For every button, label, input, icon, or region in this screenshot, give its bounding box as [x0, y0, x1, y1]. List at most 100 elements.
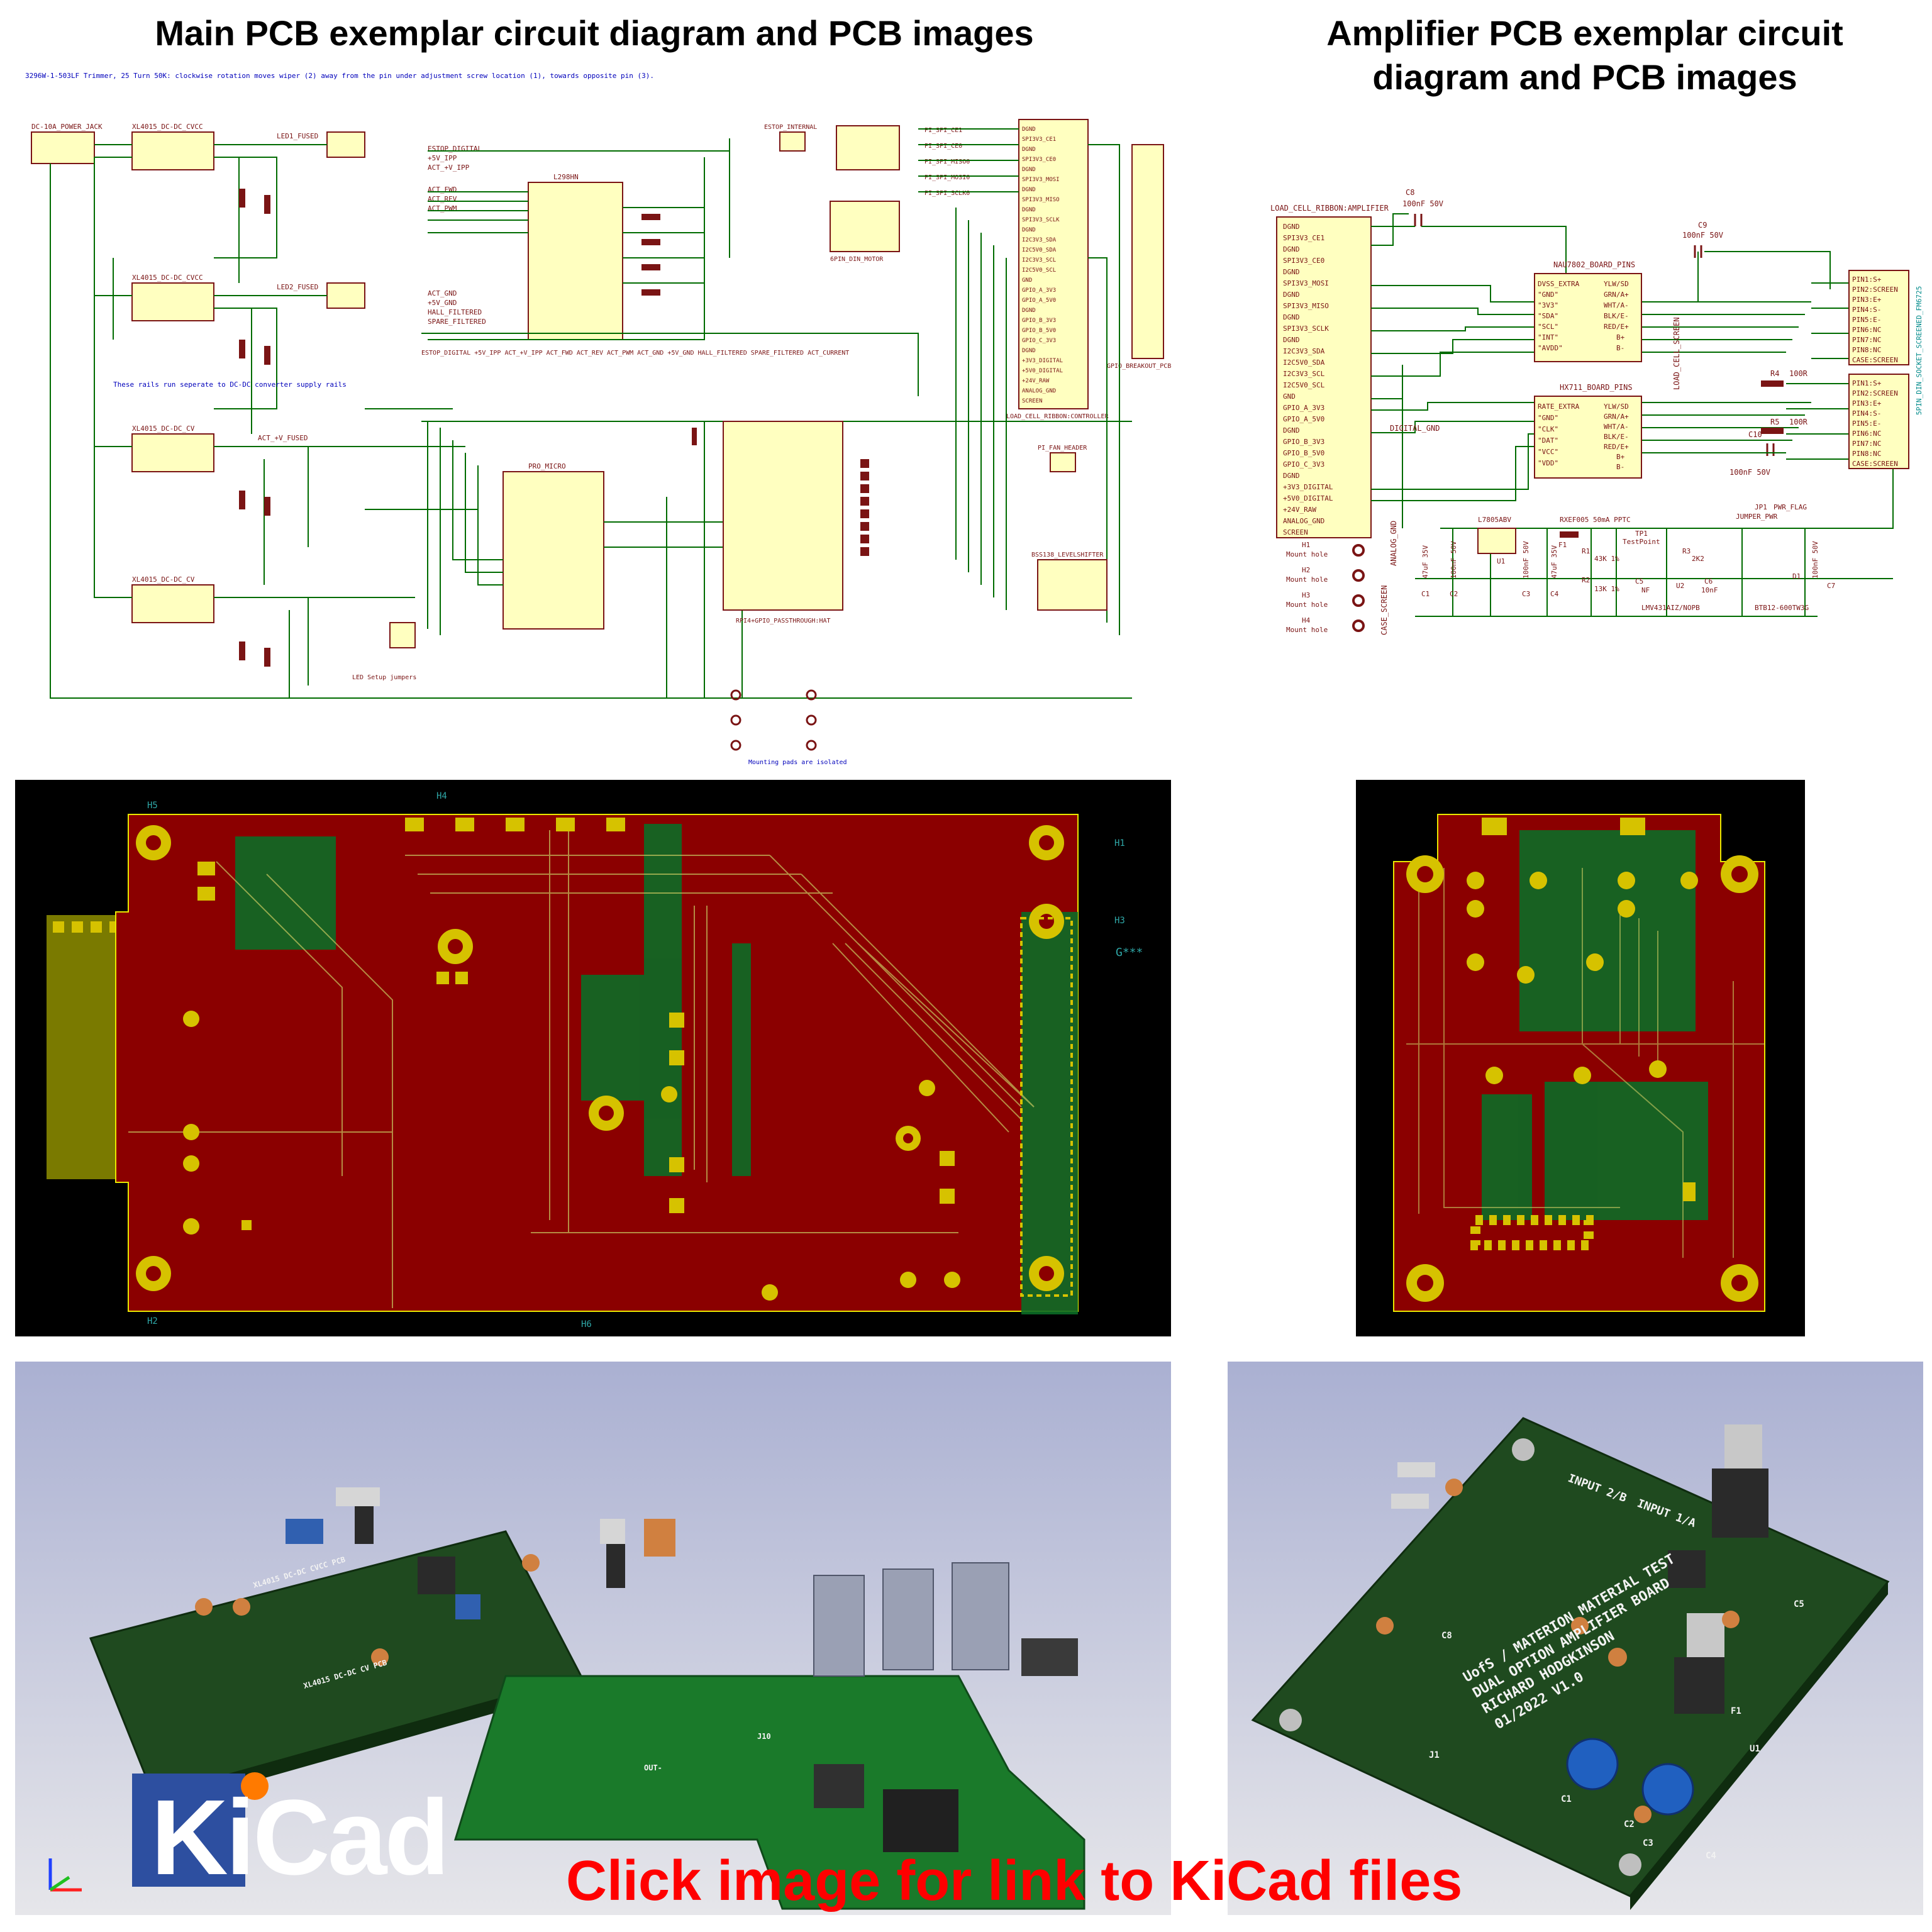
r2-val: 13K 1% [1594, 585, 1619, 593]
j1-label: DC-10A_POWER_JACK [31, 123, 103, 131]
svg-text:GPIO_B_5V0: GPIO_B_5V0 [1022, 328, 1056, 334]
kicad-files-link[interactable]: Click image for link to KiCad files [566, 1850, 1463, 1913]
net-act-rev: ACT_REV [428, 195, 457, 203]
svg-text:Mount hole: Mount hole [1286, 626, 1328, 634]
svg-text:RED/E+: RED/E+ [1604, 443, 1629, 451]
svg-text:+3V3_DIGITAL: +3V3_DIGITAL [1022, 358, 1063, 364]
svg-text:H1: H1 [1302, 541, 1310, 549]
svg-text:L7805ABV: L7805ABV [1478, 516, 1511, 524]
svg-text:SPI3V3_MISO: SPI3V3_MISO [1022, 197, 1060, 203]
svg-text:+3V3_DIGITAL: +3V3_DIGITAL [1283, 483, 1333, 491]
l298-ic: L298HN [528, 173, 623, 340]
c2-val: 100nF 50V [1450, 541, 1458, 579]
svg-text:PIN3:E+: PIN3:E+ [1852, 296, 1882, 304]
amp-pcb-layout[interactable] [1356, 780, 1805, 1336]
estop-connector: ESTOP_INTERNAL [764, 124, 817, 152]
svg-text:SPI3V3_MISO: SPI3V3_MISO [1283, 302, 1329, 310]
svg-text:L298HN: L298HN [553, 173, 579, 181]
svg-text:SPI3V3_SCLK: SPI3V3_SCLK [1022, 217, 1060, 223]
main-pcb-layout[interactable]: H5 H4 H1 H3 H2 H6 G*** [15, 780, 1171, 1336]
d1-label: BTB12-600TW3G [1755, 604, 1809, 612]
axes-icon [38, 1846, 94, 1902]
svg-text:PIN1:S+: PIN1:S+ [1852, 379, 1882, 387]
svg-text:DGND: DGND [1283, 336, 1300, 344]
svg-text:DGND: DGND [1283, 291, 1300, 299]
svg-text:PIN5:E-: PIN5:E- [1852, 316, 1881, 324]
c5-val: NF [1641, 586, 1650, 594]
pcb-hole-labels: H5 H4 H1 H3 H2 H6 G*** [147, 791, 1143, 1330]
mount-note: Mounting pads are isolated [748, 759, 847, 766]
svg-text:GND: GND [1022, 277, 1032, 284]
svg-text:C3: C3 [1643, 1838, 1653, 1848]
svg-text:LOAD_CELL_RIBBON:AMPLIFIER: LOAD_CELL_RIBBON:AMPLIFIER [1270, 204, 1389, 213]
svg-text:PIN6:NC: PIN6:NC [1852, 430, 1881, 438]
ref-c4: C4 [1550, 590, 1559, 598]
svg-text:GPIO_A_5V0: GPIO_A_5V0 [1022, 297, 1056, 304]
svg-text:ESTOP_INTERNAL: ESTOP_INTERNAL [764, 124, 817, 131]
svg-text:SCREEN: SCREEN [1283, 528, 1308, 536]
svg-text:RATE_EXTRA: RATE_EXTRA [1538, 402, 1580, 411]
svg-text:C8: C8 [1441, 1631, 1452, 1641]
svg-text:"3V3": "3V3" [1538, 301, 1558, 309]
svg-text:DGND: DGND [1283, 426, 1300, 435]
ref-f1: F1 [1558, 541, 1567, 549]
hall-connector: 6PIN_DIN_MOTOR [830, 201, 900, 263]
kicad-logo-text: KiCad [151, 1778, 447, 1893]
main-3d-render[interactable]: XL4015 DC-DC CV PCB XL4015 DC-DC CVCC PC… [15, 1362, 1171, 1915]
svg-text:+5V0_DIGITAL: +5V0_DIGITAL [1283, 494, 1333, 502]
svg-text:SPI3V3_MOSI: SPI3V3_MOSI [1283, 279, 1329, 287]
svg-text:C5: C5 [1794, 1599, 1804, 1609]
svg-text:BLK/E-: BLK/E- [1604, 433, 1629, 441]
jumper-label: JUMPER_PWR [1736, 513, 1778, 521]
svg-text:GPIO_A_5V0: GPIO_A_5V0 [1283, 415, 1324, 423]
c1-val: 47uF 35V [1421, 545, 1430, 579]
svg-text:XL4015_DC-DC_CV: XL4015_DC-DC_CV [132, 575, 195, 584]
c10-ref: C10 [1748, 430, 1762, 439]
svg-text:PI_FAN_HEADER: PI_FAN_HEADER [1038, 445, 1087, 452]
svg-text:B-: B- [1616, 344, 1624, 352]
ref-d1: D1 [1792, 572, 1801, 580]
net-load-cell-screen: LOAD_CELL_SCREEN [1672, 317, 1681, 390]
svg-text:SPI3V3_MOSI: SPI3V3_MOSI [1022, 177, 1060, 183]
net-spare: SPARE_FILTERED [428, 318, 486, 326]
svg-text:DGND: DGND [1022, 167, 1036, 173]
spi-ce0: PI_SPI_CE0 [924, 143, 962, 150]
svg-text:GRN/A+: GRN/A+ [1604, 291, 1629, 299]
amp-3d-render[interactable]: UofS / MATERION MATERIAL TEST DUAL OPTIO… [1228, 1362, 1923, 1915]
ref-r2: R2 [1582, 576, 1590, 584]
svg-text:H1: H1 [1114, 838, 1125, 848]
fuse-label: RXEF005 50mA PPTC [1560, 516, 1631, 524]
svg-text:"VCC": "VCC" [1538, 448, 1558, 456]
kicad-logo[interactable]: KiCad [132, 1767, 522, 1897]
svg-text:"DAT": "DAT" [1538, 436, 1558, 445]
c7-val: 100nF 50V [1811, 541, 1819, 579]
main-schematic[interactable]: 3296W-1-503LF Trimmer, 25 Turn 50K: cloc… [13, 69, 1182, 780]
ref-jp1: JP1 [1755, 503, 1767, 511]
net-analog-gnd: ANALOG_GND [1389, 521, 1398, 566]
svg-text:CASE:SCREEN: CASE:SCREEN [1852, 460, 1898, 468]
c6-val: 10nF [1701, 586, 1718, 594]
amp-schematic[interactable]: C8 100nF 50V C9 100nF 50V C10 100nF 50V … [1264, 176, 1924, 641]
regulator-2: XL4015_DC-DC_CVCC [131, 274, 214, 321]
regulator-u1: L7805ABV [1477, 516, 1516, 554]
svg-text:H2: H2 [147, 1316, 158, 1326]
svg-text:I2C5V0_SCL: I2C5V0_SCL [1283, 381, 1325, 389]
c9-ref: C9 [1698, 221, 1707, 230]
spi-miso: PI_SPI_MISO0 [924, 158, 970, 165]
svg-text:NAU7802_BOARD_PINS: NAU7802_BOARD_PINS [1553, 260, 1635, 269]
svg-text:LOAD_CELL_RIBBON:CONTROLLER: LOAD_CELL_RIBBON:CONTROLLER [1006, 413, 1109, 420]
svg-text:I2C3V3_SDA: I2C3V3_SDA [1283, 347, 1325, 355]
regulator-3: XL4015_DC-DC_CV [131, 425, 214, 472]
svg-text:PIN7:NC: PIN7:NC [1852, 336, 1881, 344]
ref-r1: R1 [1582, 547, 1590, 555]
led1-label: LED1_FUSED [277, 132, 318, 140]
svg-text:SCREEN: SCREEN [1022, 398, 1043, 404]
net-case-screen: CASE_SCREEN [1380, 586, 1389, 635]
svg-text:J10: J10 [757, 1732, 771, 1741]
svg-text:I2C5V0_SDA: I2C5V0_SDA [1283, 358, 1325, 367]
svg-text:XL4015_DC-DC_CVCC: XL4015_DC-DC_CVCC [132, 123, 203, 131]
svg-text:U1: U1 [1750, 1744, 1760, 1754]
amp-title: Amplifier PCB exemplar circuit diagram a… [1252, 11, 1918, 99]
svg-text:"SCL": "SCL" [1538, 323, 1558, 331]
svg-text:PIN4:S-: PIN4:S- [1852, 409, 1881, 418]
